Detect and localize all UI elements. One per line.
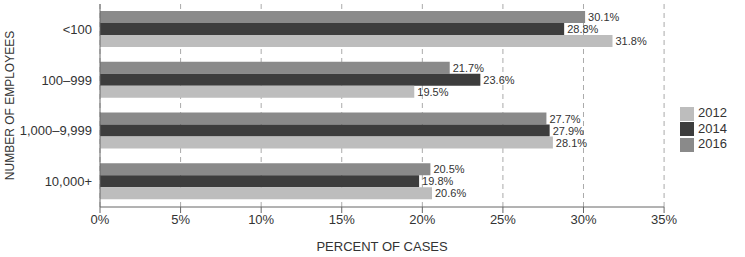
svg-text:23.6%: 23.6% (483, 74, 514, 86)
svg-text:PERCENT OF CASES: PERCENT OF CASES (316, 239, 448, 254)
svg-text:28.1%: 28.1% (556, 137, 587, 149)
svg-text:27.9%: 27.9% (553, 125, 584, 137)
svg-text:35%: 35% (651, 212, 677, 227)
svg-text:30%: 30% (570, 212, 596, 227)
svg-text:20.6%: 20.6% (435, 187, 466, 199)
svg-text:20.5%: 20.5% (433, 163, 464, 175)
svg-text:28.8%: 28.8% (567, 23, 598, 35)
svg-text:NUMBER OF EMPLOYEES: NUMBER OF EMPLOYEES (8, 31, 17, 180)
svg-text:19.5%: 19.5% (417, 86, 448, 98)
svg-text:21.7%: 21.7% (453, 62, 484, 74)
svg-text:<100: <100 (63, 22, 92, 37)
svg-text:1,000–9,999: 1,000–9,999 (20, 123, 92, 138)
svg-text:25%: 25% (490, 212, 516, 227)
svg-text:10%: 10% (248, 212, 274, 227)
html-text:2016: 2016 (698, 136, 727, 152)
svg-text:30.1%: 30.1% (588, 11, 619, 23)
svg-text:0%: 0% (91, 212, 110, 227)
svg-text:20%: 20% (409, 212, 435, 227)
svg-text:5%: 5% (171, 212, 190, 227)
svg-text:10,000+: 10,000+ (45, 174, 92, 189)
svg-text:27.7%: 27.7% (549, 113, 580, 125)
html-text:2012: 2012 (698, 105, 727, 121)
svg-text:15%: 15% (329, 212, 355, 227)
svg-text:19.8%: 19.8% (422, 175, 453, 187)
svg-text:31.8%: 31.8% (616, 35, 647, 47)
html-text:2014: 2014 (698, 120, 727, 136)
svg-text:100–999: 100–999 (41, 73, 92, 88)
